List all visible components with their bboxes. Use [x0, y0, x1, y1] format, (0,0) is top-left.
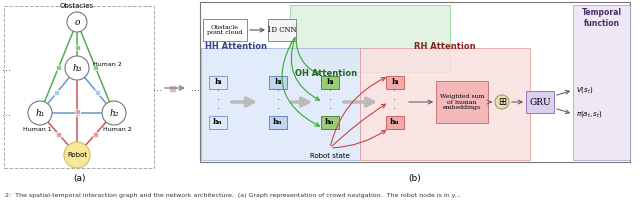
Text: ...: ...	[2, 108, 11, 118]
Text: Weighted sum
of human
embeddings: Weighted sum of human embeddings	[440, 94, 484, 110]
Text: Obstacles: Obstacles	[60, 3, 94, 9]
FancyBboxPatch shape	[200, 2, 630, 162]
Circle shape	[67, 12, 87, 32]
Text: ...: ...	[152, 83, 161, 93]
Text: ·
·
·: · · ·	[276, 86, 280, 114]
FancyBboxPatch shape	[4, 6, 154, 168]
FancyBboxPatch shape	[269, 116, 287, 129]
FancyBboxPatch shape	[203, 19, 247, 41]
Text: OH Attention: OH Attention	[295, 69, 357, 78]
FancyBboxPatch shape	[209, 76, 227, 89]
Text: h₃: h₃	[72, 63, 82, 73]
Circle shape	[102, 101, 126, 125]
Text: $V(s_t)$: $V(s_t)$	[576, 85, 593, 95]
Text: 1D CNN: 1D CNN	[267, 26, 297, 34]
FancyBboxPatch shape	[93, 131, 98, 137]
Text: (a): (a)	[73, 173, 85, 183]
Text: Robot: Robot	[67, 152, 87, 158]
Text: Human 2: Human 2	[102, 127, 131, 132]
Text: (b): (b)	[408, 173, 421, 183]
Text: o: o	[74, 18, 80, 27]
Text: $\pi(a_t, s_t)$: $\pi(a_t, s_t)$	[576, 109, 603, 119]
Text: h₁: h₁	[35, 109, 45, 117]
FancyBboxPatch shape	[74, 109, 79, 114]
FancyBboxPatch shape	[321, 76, 339, 89]
Text: Robot state: Robot state	[310, 153, 350, 159]
Text: hᵢ: hᵢ	[275, 78, 282, 86]
Text: Temporal
function: Temporal function	[582, 8, 621, 28]
Text: hₙ: hₙ	[213, 118, 223, 126]
Text: 2:  The spatial-temporal interaction graph and the network architecture.  (a) Gr: 2: The spatial-temporal interaction grap…	[5, 193, 461, 199]
FancyBboxPatch shape	[54, 90, 59, 95]
FancyBboxPatch shape	[74, 45, 79, 50]
FancyBboxPatch shape	[268, 19, 296, 41]
FancyBboxPatch shape	[321, 116, 339, 129]
FancyBboxPatch shape	[526, 91, 554, 113]
Text: hᵢ: hᵢ	[214, 78, 221, 86]
Text: GRU: GRU	[529, 97, 551, 107]
Text: RH Attention: RH Attention	[414, 42, 476, 51]
Text: Human 2: Human 2	[93, 62, 122, 67]
FancyBboxPatch shape	[386, 76, 404, 89]
FancyBboxPatch shape	[93, 65, 98, 70]
Text: ...: ...	[191, 83, 200, 93]
Text: ⊞: ⊞	[498, 97, 506, 107]
FancyBboxPatch shape	[386, 116, 404, 129]
Text: hᵢ: hᵢ	[326, 78, 333, 86]
FancyBboxPatch shape	[436, 81, 488, 123]
Text: Human 1: Human 1	[22, 127, 51, 132]
Text: Obstacle
point cloud: Obstacle point cloud	[207, 25, 243, 35]
Circle shape	[28, 101, 52, 125]
FancyBboxPatch shape	[360, 48, 530, 160]
FancyBboxPatch shape	[573, 5, 630, 160]
FancyBboxPatch shape	[290, 5, 450, 72]
Text: hₙ: hₙ	[325, 118, 335, 126]
Text: ·
·
·: · · ·	[328, 86, 332, 114]
Circle shape	[495, 95, 509, 109]
Text: hₙ: hₙ	[390, 118, 400, 126]
FancyBboxPatch shape	[168, 84, 175, 91]
Circle shape	[64, 142, 90, 168]
Text: hᵢ: hᵢ	[391, 78, 399, 86]
FancyBboxPatch shape	[209, 116, 227, 129]
Text: h₂: h₂	[109, 109, 118, 117]
FancyBboxPatch shape	[269, 76, 287, 89]
FancyBboxPatch shape	[56, 131, 61, 137]
Text: HH Attention: HH Attention	[205, 42, 267, 51]
Text: hₙ: hₙ	[273, 118, 283, 126]
FancyBboxPatch shape	[95, 90, 100, 95]
Text: ...: ...	[2, 63, 11, 73]
FancyBboxPatch shape	[56, 65, 61, 70]
Text: ·
·
·: · · ·	[216, 86, 220, 114]
Text: ·
·
·: · · ·	[394, 86, 397, 114]
Circle shape	[65, 56, 89, 80]
FancyBboxPatch shape	[74, 110, 79, 116]
FancyBboxPatch shape	[201, 48, 360, 160]
